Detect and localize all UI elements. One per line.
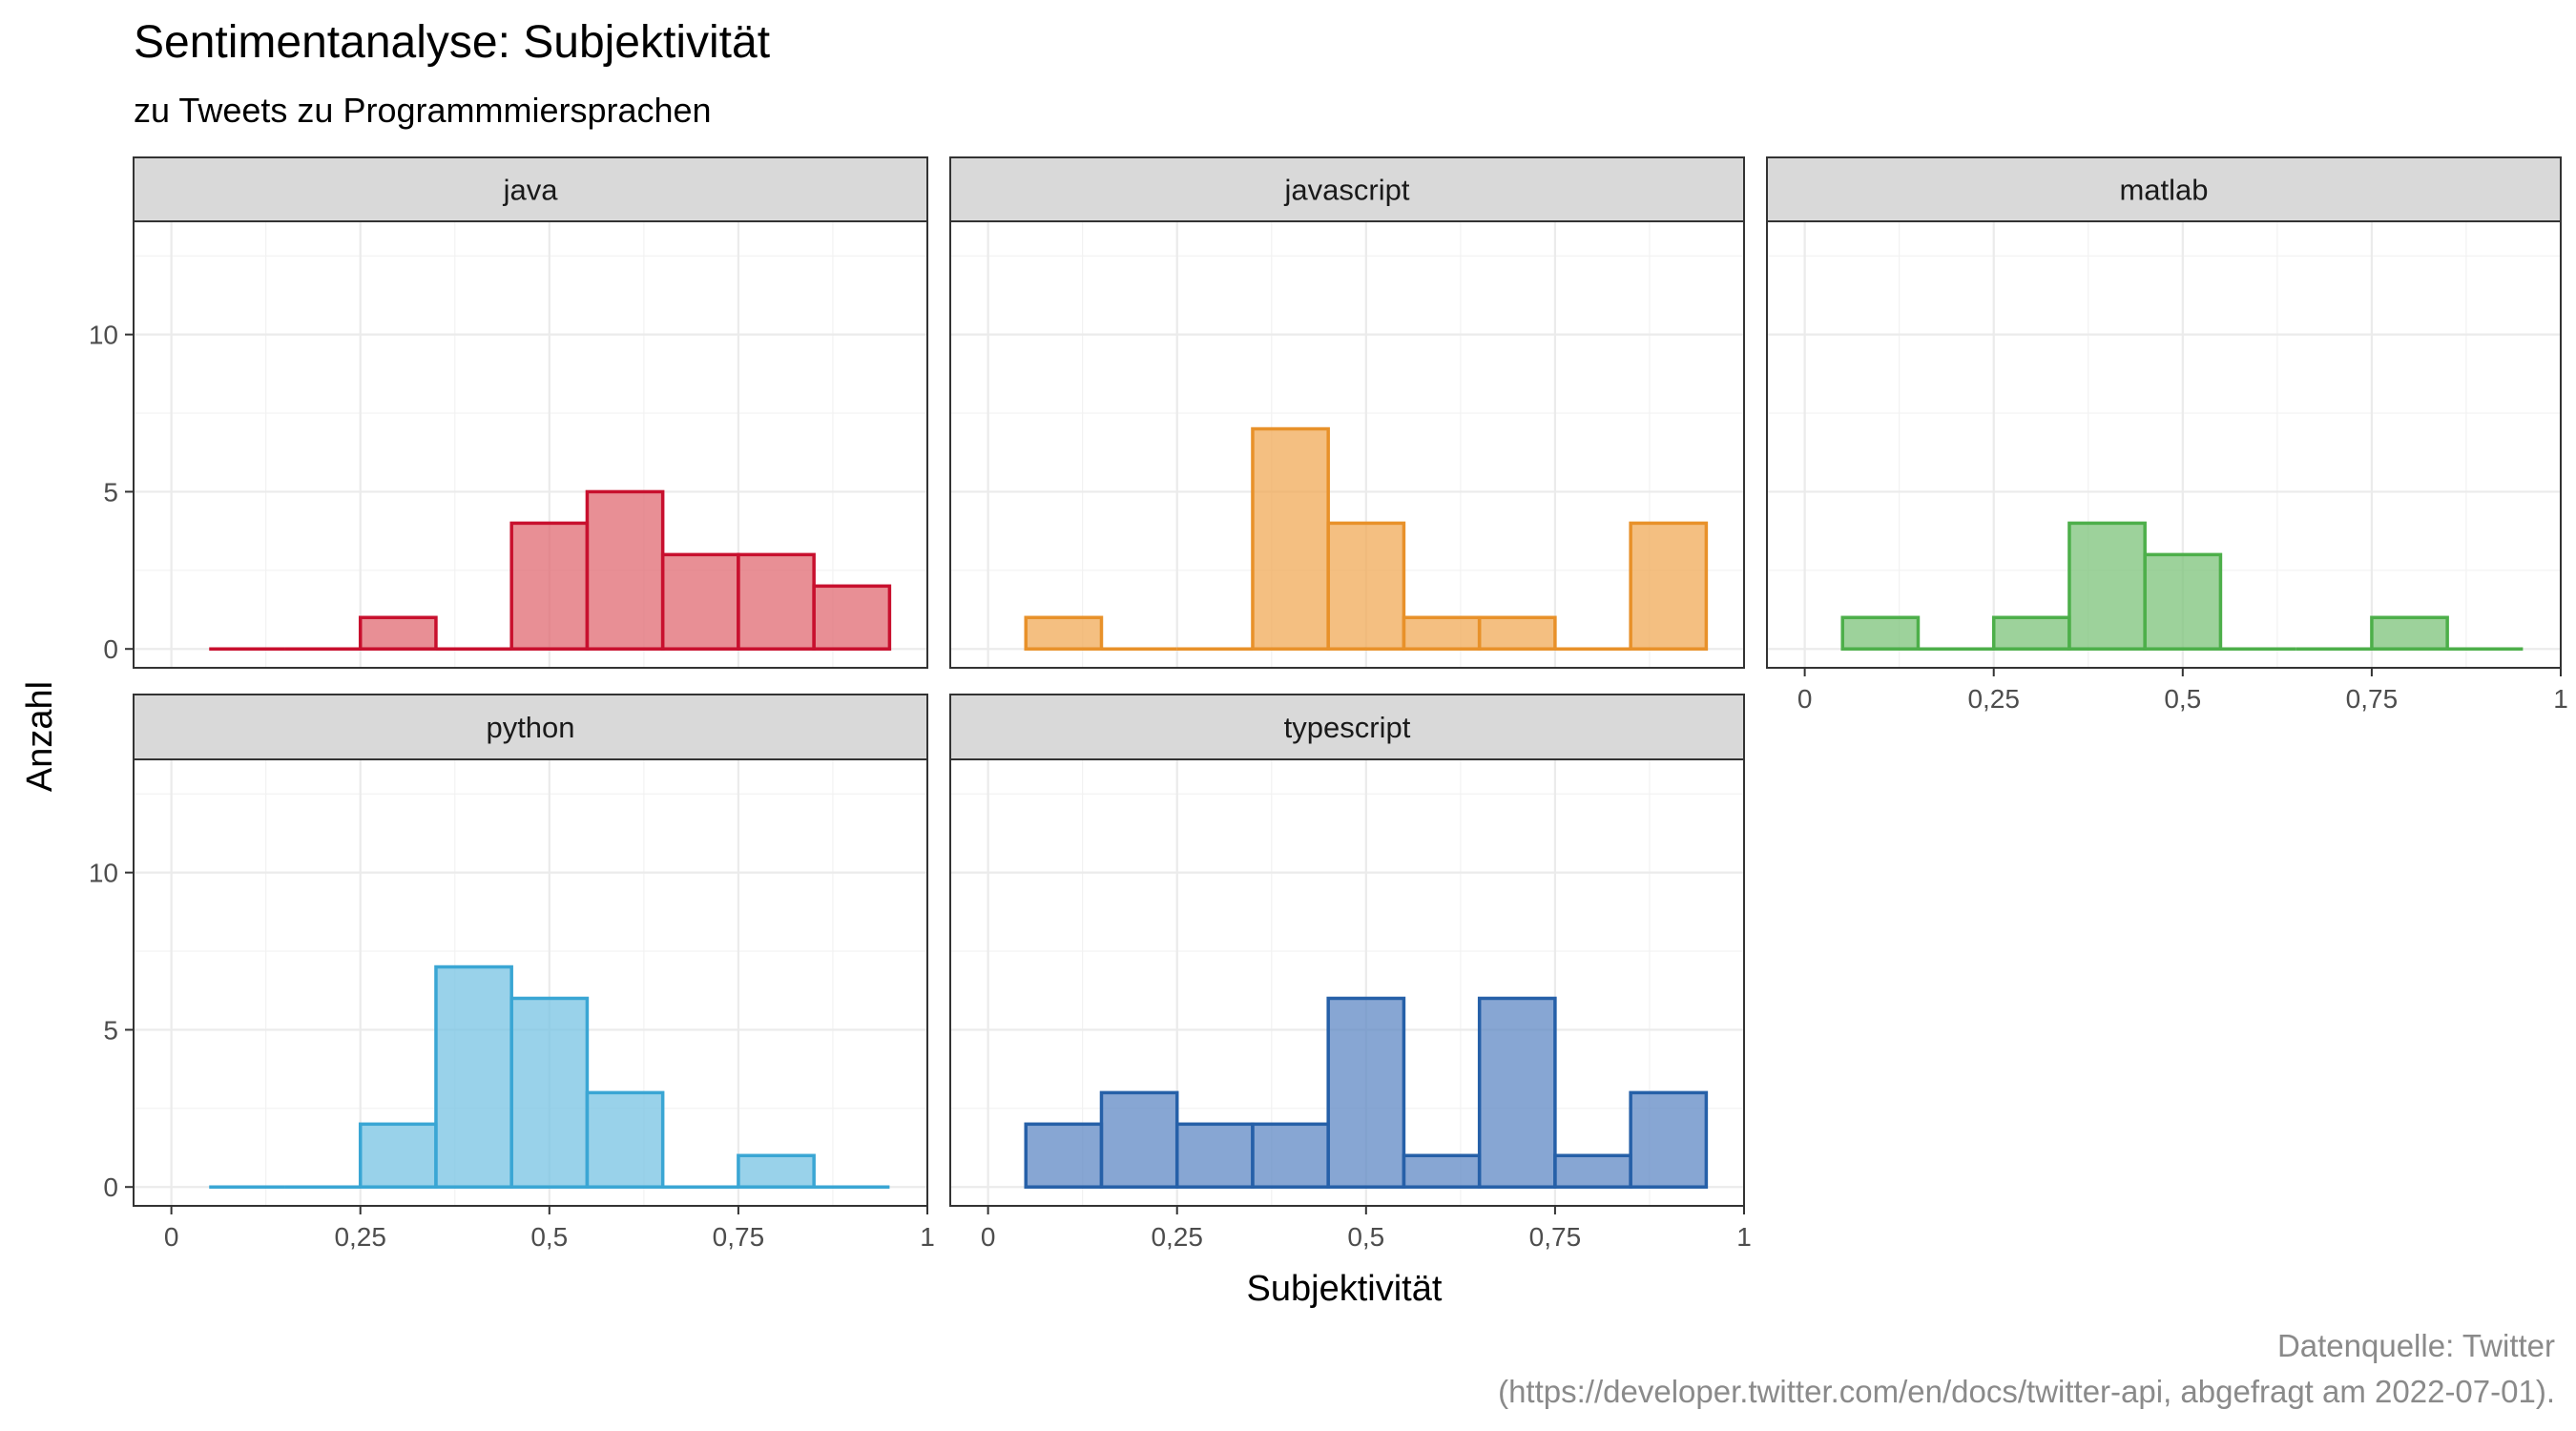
x-tick-label: 0,25 bbox=[1151, 1222, 1203, 1252]
histogram-bar bbox=[1629, 1090, 1709, 1189]
chart-subtitle: zu Tweets zu Programmmiersprachen bbox=[134, 91, 712, 130]
x-tick-label: 1 bbox=[2553, 684, 2568, 714]
x-tick-label: 0 bbox=[981, 1222, 996, 1252]
panel-border bbox=[949, 220, 1745, 669]
x-tick-label: 0,25 bbox=[334, 1222, 386, 1252]
histogram-bar bbox=[509, 521, 590, 651]
facet-label: javascript bbox=[1284, 174, 1410, 207]
histogram-bar bbox=[1099, 1090, 1179, 1189]
facet-javascript: javascript bbox=[949, 156, 1746, 669]
facet-python: python 0 5 10 0 0,25 0,5 0,75 1 bbox=[89, 694, 935, 1252]
histogram-bar bbox=[1326, 521, 1406, 651]
histogram-bar bbox=[1024, 1122, 1104, 1189]
histogram-bar bbox=[2067, 521, 2147, 651]
histogram-bar bbox=[1840, 615, 1921, 651]
histogram-bar bbox=[660, 552, 740, 651]
y-tick-label: 0 bbox=[103, 1172, 118, 1202]
y-tick-label: 0 bbox=[103, 634, 118, 664]
panel-border bbox=[949, 758, 1745, 1207]
histogram-bar bbox=[509, 996, 590, 1189]
x-tick-label: 0,5 bbox=[1347, 1222, 1384, 1252]
x-tick-label: 0,75 bbox=[713, 1222, 765, 1252]
caption-line-2: (https://developer.twitter.com/en/docs/t… bbox=[1498, 1374, 2555, 1409]
facet-matlab: matlab 0 0,25 0,5 0,75 1 bbox=[1766, 156, 2568, 714]
histogram-bar bbox=[1553, 1153, 1632, 1189]
histogram-bar bbox=[737, 1153, 816, 1189]
facet-strip bbox=[1766, 156, 2562, 222]
chart-title: Sentimentanalyse: Subjektivität bbox=[134, 17, 770, 68]
y-axis-title: Anzahl bbox=[20, 681, 60, 792]
x-tick-label: 0,5 bbox=[2164, 684, 2201, 714]
histogram-bar bbox=[1251, 426, 1330, 651]
facet-label: python bbox=[486, 711, 574, 744]
x-tick-label: 0,75 bbox=[2346, 684, 2399, 714]
histogram-bar bbox=[1326, 996, 1406, 1189]
facet-label: typescript bbox=[1284, 711, 1411, 744]
panel-border bbox=[133, 220, 928, 669]
histogram-bar bbox=[1251, 1122, 1330, 1189]
facet-typescript: typescript 0 0,25 0,5 0,75 1 bbox=[949, 694, 1752, 1252]
facet-java: java 0 5 10 bbox=[89, 156, 929, 669]
y-tick-label: 5 bbox=[103, 477, 118, 507]
facet-strip bbox=[133, 156, 928, 222]
histogram-bar bbox=[2370, 615, 2449, 651]
y-tick-label: 5 bbox=[103, 1015, 118, 1045]
panel-border bbox=[1766, 220, 2562, 669]
histogram-bar bbox=[1402, 1153, 1482, 1189]
histogram-bar bbox=[812, 584, 892, 651]
histogram-bar bbox=[1477, 996, 1557, 1189]
histogram-bar bbox=[737, 552, 816, 651]
histogram-bar bbox=[434, 964, 513, 1189]
histogram-bar bbox=[1174, 1122, 1255, 1189]
y-tick-label: 10 bbox=[89, 321, 118, 350]
x-tick-label: 1 bbox=[920, 1222, 935, 1252]
histogram-bar bbox=[358, 615, 438, 651]
x-tick-label: 0 bbox=[1797, 684, 1813, 714]
facet-label: java bbox=[503, 174, 559, 207]
histogram-bar bbox=[585, 489, 665, 651]
histogram-bar bbox=[1402, 615, 1482, 651]
panel-border bbox=[133, 758, 928, 1207]
x-tick-label: 1 bbox=[1736, 1222, 1752, 1252]
facet-strip bbox=[133, 694, 928, 760]
x-tick-label: 0 bbox=[164, 1222, 179, 1252]
y-tick-label: 10 bbox=[89, 859, 118, 888]
facet-strip bbox=[949, 156, 1745, 222]
caption-line-1: Datenquelle: Twitter bbox=[2277, 1328, 2555, 1363]
histogram-bar bbox=[1629, 521, 1709, 651]
histogram-bar bbox=[1477, 615, 1557, 651]
x-tick-label: 0,5 bbox=[530, 1222, 568, 1252]
facet-strip bbox=[949, 694, 1745, 760]
x-axis-title: Subjektivität bbox=[1247, 1269, 1443, 1309]
x-tick-label: 0,75 bbox=[1529, 1222, 1582, 1252]
x-tick-label: 0,25 bbox=[1967, 684, 2020, 714]
histogram-bar bbox=[1991, 615, 2071, 651]
histogram-bar bbox=[2143, 552, 2223, 651]
facet-label: matlab bbox=[2119, 174, 2208, 207]
histogram-bar bbox=[1024, 615, 1104, 651]
histogram-bar bbox=[358, 1122, 438, 1189]
histogram-bar bbox=[585, 1090, 665, 1189]
